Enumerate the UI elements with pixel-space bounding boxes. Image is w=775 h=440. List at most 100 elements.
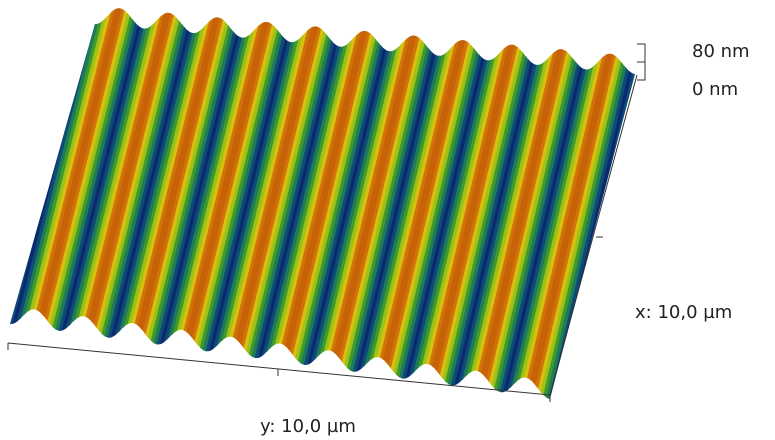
surface-band xyxy=(320,23,411,379)
surface-band xyxy=(523,42,614,400)
surface-band xyxy=(399,31,489,390)
surface-band xyxy=(78,8,169,346)
surface-band xyxy=(347,26,437,383)
surface-band xyxy=(392,30,483,389)
surface-band xyxy=(386,29,476,388)
surface-band xyxy=(85,8,175,347)
surface-band xyxy=(428,33,519,394)
surface-band xyxy=(360,27,450,385)
surface-band xyxy=(301,21,391,377)
surface-band xyxy=(527,42,617,400)
surface-band xyxy=(216,14,306,365)
surface-band xyxy=(111,8,201,350)
surface-band xyxy=(104,8,195,349)
surface-band xyxy=(517,41,607,400)
surface-band xyxy=(366,28,457,386)
surface-band xyxy=(461,36,551,399)
surface-band xyxy=(311,22,401,378)
surface-band xyxy=(314,23,404,378)
surface-band xyxy=(140,8,231,354)
surface-band xyxy=(131,8,221,353)
surface-band xyxy=(491,39,581,400)
surface-band xyxy=(29,8,119,339)
surface-band xyxy=(337,25,427,382)
scale-bottom: 0 nm xyxy=(692,79,738,100)
surface-band xyxy=(464,37,555,399)
surface-band xyxy=(118,8,208,351)
surface-band xyxy=(258,18,349,371)
surface-band xyxy=(455,36,545,398)
surface-band xyxy=(176,10,267,359)
surface-band xyxy=(530,43,620,400)
surface-band xyxy=(98,8,188,348)
surface-band xyxy=(245,16,335,369)
surface-band xyxy=(124,8,214,352)
surface-band xyxy=(451,35,542,397)
surface-band xyxy=(383,29,473,388)
surface-band xyxy=(114,8,205,351)
surface-band xyxy=(150,8,241,356)
surface-band xyxy=(101,8,191,349)
surface-band xyxy=(134,8,224,353)
surface-band xyxy=(445,35,535,397)
surface-band xyxy=(458,36,548,398)
surface-band xyxy=(91,8,182,347)
surface-band xyxy=(363,27,453,385)
surface-band xyxy=(409,31,499,392)
surface-band xyxy=(193,11,283,362)
surface-band xyxy=(212,13,303,364)
surface-band xyxy=(157,8,247,357)
surface-band xyxy=(481,38,571,400)
surface-band xyxy=(340,25,430,382)
surface-band xyxy=(497,40,587,400)
surface-band xyxy=(268,18,358,372)
surface-band xyxy=(471,37,561,400)
surface-band xyxy=(190,11,280,361)
surface-band xyxy=(353,26,443,384)
surface-band xyxy=(154,8,244,356)
surface-band xyxy=(127,8,218,352)
surface-band xyxy=(435,34,525,395)
surface-band xyxy=(42,8,133,341)
surface-band xyxy=(448,35,538,397)
surface-band xyxy=(95,8,185,348)
surface-band xyxy=(432,34,522,395)
surface-band xyxy=(147,8,237,355)
surface-band xyxy=(284,20,375,374)
surface-band xyxy=(356,27,447,384)
surface-band xyxy=(438,34,529,396)
surface-band xyxy=(108,8,198,350)
surface-band xyxy=(235,15,326,367)
surface-band xyxy=(137,8,227,354)
surface-band xyxy=(173,10,263,359)
surface-band xyxy=(294,21,385,376)
surface-band xyxy=(16,8,106,337)
surface-band xyxy=(343,25,434,382)
surface-band xyxy=(275,19,365,373)
surface-band xyxy=(196,12,286,362)
surface-band xyxy=(507,41,597,400)
surface-band xyxy=(62,8,152,343)
surface-band xyxy=(474,38,565,400)
surface-band xyxy=(19,8,110,337)
surface-band xyxy=(291,21,381,375)
surface-band xyxy=(412,32,502,392)
surface-band xyxy=(543,44,633,400)
surface-band xyxy=(163,9,254,357)
surface-band xyxy=(379,29,470,387)
surface-band xyxy=(324,24,414,380)
surface-band xyxy=(160,8,250,357)
surface-band xyxy=(406,31,496,391)
surface-band xyxy=(203,12,293,363)
surface-band xyxy=(376,28,466,387)
height-scale xyxy=(637,43,646,81)
surface-band xyxy=(65,8,155,344)
surface-band xyxy=(510,41,601,400)
surface-band xyxy=(36,8,126,340)
surface-band xyxy=(265,18,355,372)
surface-band xyxy=(49,8,139,342)
surface-band xyxy=(68,8,159,344)
surface-band xyxy=(425,33,515,394)
surface-band xyxy=(373,28,463,387)
